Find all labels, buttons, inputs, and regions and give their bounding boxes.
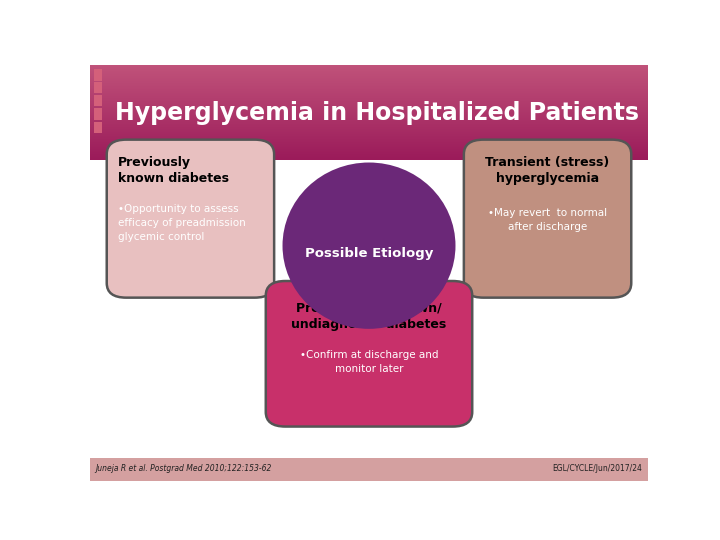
FancyBboxPatch shape — [464, 140, 631, 298]
Text: Transient (stress)
hyperglycemia: Transient (stress) hyperglycemia — [485, 156, 610, 185]
FancyBboxPatch shape — [94, 69, 102, 80]
Ellipse shape — [282, 163, 456, 329]
Text: •Opportunity to assess
efficacy of preadmission
glycemic control: •Opportunity to assess efficacy of pread… — [118, 204, 246, 242]
FancyBboxPatch shape — [94, 108, 102, 120]
Text: Juneja R et al. Postgrad Med 2010;122:153-62: Juneja R et al. Postgrad Med 2010;122:15… — [96, 464, 272, 474]
FancyBboxPatch shape — [94, 94, 102, 106]
FancyBboxPatch shape — [266, 281, 472, 427]
FancyBboxPatch shape — [90, 458, 648, 481]
Text: •May revert  to normal
after discharge: •May revert to normal after discharge — [488, 208, 607, 232]
Text: EGL/CYCLE/Jun/2017/24: EGL/CYCLE/Jun/2017/24 — [552, 464, 642, 474]
FancyBboxPatch shape — [94, 122, 102, 133]
FancyBboxPatch shape — [94, 82, 102, 93]
Text: •Confirm at discharge and
monitor later: •Confirm at discharge and monitor later — [300, 349, 438, 374]
Text: Possible Etiology: Possible Etiology — [305, 247, 433, 260]
Text: Previously unknown/
undiagnosed diabetes: Previously unknown/ undiagnosed diabetes — [292, 302, 446, 331]
Text: Previously
known diabetes: Previously known diabetes — [118, 156, 229, 185]
Text: Hyperglycemia in Hospitalized Patients: Hyperglycemia in Hospitalized Patients — [115, 100, 639, 125]
FancyBboxPatch shape — [107, 140, 274, 298]
